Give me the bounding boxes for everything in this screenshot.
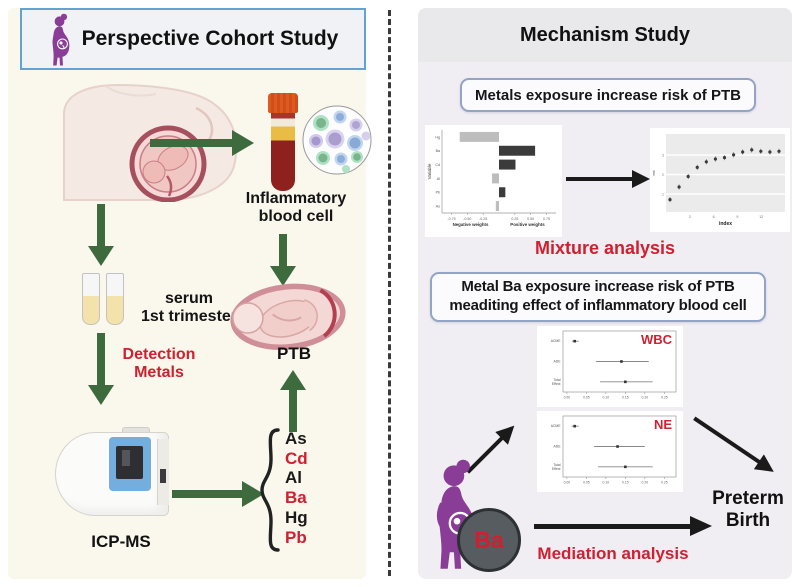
mixture-analysis-label: Mixture analysis <box>534 238 676 258</box>
arrow-metals-to-ptb-icon <box>280 370 306 432</box>
detection-metals-label: Detection Metals <box>122 346 196 382</box>
arrow-belly-to-serum-icon <box>88 204 114 266</box>
cohort-title: Perspective Cohort Study <box>81 27 339 50</box>
svg-text:Hg: Hg <box>435 135 440 139</box>
svg-text:Negative weights: Negative weights <box>453 222 489 227</box>
metal-item: Al <box>285 468 302 488</box>
arrow-serum-to-icpms-icon <box>88 333 114 405</box>
blood-tube-icon <box>268 93 298 194</box>
metal-item: Hg <box>285 507 308 527</box>
svg-text:0.00: 0.00 <box>564 481 571 485</box>
metal-item: Pb <box>285 527 307 547</box>
svg-text:0.25: 0.25 <box>661 396 668 400</box>
svg-text:Variable: Variable <box>427 163 432 179</box>
dose-response-chart: 1 2 3 3 6 9 12 index est <box>650 128 790 232</box>
svg-text:ADE: ADE <box>554 360 562 364</box>
svg-text:2: 2 <box>662 173 664 177</box>
svg-text:-0.75: -0.75 <box>447 217 455 221</box>
metal-item: As <box>285 429 307 448</box>
svg-text:Effect: Effect <box>552 382 561 386</box>
svg-text:NE: NE <box>654 417 672 432</box>
wqs-weights-chart: Hg Ba Cd Al Pb As -0.75 -0.50 -0.25 0.25 0.50 0.75 N… <box>425 125 562 237</box>
arrow-ba-to-mediators-icon <box>466 425 515 474</box>
svg-text:3: 3 <box>662 153 664 157</box>
svg-text:index: index <box>719 221 732 227</box>
inflammatory-blood-cell-label: Inflammatory blood cell <box>245 190 347 225</box>
svg-text:ACME: ACME <box>551 424 562 428</box>
svg-text:0.15: 0.15 <box>622 396 629 400</box>
arrow-belly-to-blood-icon <box>150 130 254 156</box>
svg-text:ACME: ACME <box>551 339 562 343</box>
forest-ne-chart: ACME ADE Total Effect 0.00 0.05 0.10 0.15 0.20 0.… <box>537 411 683 492</box>
svg-text:-0.50: -0.50 <box>463 217 471 221</box>
svg-text:0.05: 0.05 <box>583 396 590 400</box>
serum-tubes-icon <box>82 273 130 330</box>
svg-text:est: est <box>651 169 656 175</box>
arrow-ba-to-preterm-icon <box>534 516 712 536</box>
metals-risk-callout: Metals exposure increase risk of PTB <box>460 78 756 112</box>
blood-cells-icon <box>302 105 372 175</box>
svg-text:0.15: 0.15 <box>622 481 629 485</box>
svg-text:0.75: 0.75 <box>543 217 550 221</box>
svg-text:0.20: 0.20 <box>642 481 649 485</box>
svg-text:Positive weights: Positive weights <box>510 222 545 227</box>
svg-text:Total: Total <box>553 378 560 382</box>
svg-text:9: 9 <box>736 215 738 219</box>
mediation-analysis-label: Mediation analysis <box>537 544 689 563</box>
svg-text:0.10: 0.10 <box>603 481 610 485</box>
forest-plots-card: ACME ADE Total Effect 0.00 0.05 0.10 0.15 0.20 0.… <box>537 324 683 498</box>
pregnant-woman-icon <box>52 13 70 66</box>
arrow-icpms-to-metals-icon <box>172 481 264 507</box>
mechanism-header: Mechanism Study <box>418 8 792 62</box>
svg-text:Cd: Cd <box>435 163 440 167</box>
svg-text:6: 6 <box>713 215 715 219</box>
mediation-callout: Metal Ba exposure increase risk of PTB m… <box>430 272 766 322</box>
svg-text:Pb: Pb <box>436 191 440 195</box>
cohort-title-box: Perspective Cohort Study <box>20 8 366 70</box>
arrow-cells-to-ptb-icon <box>270 234 296 286</box>
metals-list: As Cd Al Ba Hg Pb <box>285 429 325 547</box>
forest-wbc-chart: ACME ADE Total Effect 0.00 0.05 0.10 0.15 0.20 0.… <box>537 326 683 407</box>
panel-divider <box>388 10 391 576</box>
pregnant-woman-ba-icon <box>436 459 475 569</box>
svg-text:0.10: 0.10 <box>603 396 610 400</box>
svg-text:Effect: Effect <box>552 467 561 471</box>
svg-text:0.50: 0.50 <box>527 217 534 221</box>
serum-label: serum 1st trimester <box>140 290 238 326</box>
svg-text:Ba: Ba <box>436 149 440 153</box>
ptb-label: PTB <box>277 344 311 363</box>
svg-text:0.20: 0.20 <box>642 396 649 400</box>
baby-ptb-icon <box>230 283 346 350</box>
svg-text:ADE: ADE <box>554 445 562 449</box>
svg-text:Total: Total <box>553 463 560 467</box>
svg-text:0.25: 0.25 <box>511 217 518 221</box>
svg-text:WBC: WBC <box>641 332 673 347</box>
arrow-bar-to-scatter-icon <box>566 170 650 188</box>
mechanism-title: Mechanism Study <box>519 23 691 46</box>
icp-ms-icon <box>55 427 172 520</box>
svg-text:3: 3 <box>689 215 691 219</box>
svg-text:Al: Al <box>437 177 440 181</box>
icp-ms-label: ICP-MS <box>91 532 151 551</box>
metal-item: Ba <box>285 488 307 508</box>
svg-text:-0.25: -0.25 <box>479 217 487 221</box>
svg-text:As: As <box>436 204 440 208</box>
svg-text:0.00: 0.00 <box>564 396 571 400</box>
ba-label: Ba <box>474 526 504 553</box>
preterm-birth-label: Preterm Birth <box>712 488 784 531</box>
mechanism-study-panel: Mechanism Study Metals exposure increase… <box>418 8 792 579</box>
metals-bracket-icon <box>260 428 280 552</box>
svg-text:0.25: 0.25 <box>661 481 668 485</box>
metal-item: Cd <box>285 448 308 468</box>
cohort-study-panel: Perspective Cohort Study <box>8 8 372 579</box>
svg-text:1: 1 <box>662 192 664 196</box>
svg-text:0.05: 0.05 <box>583 481 590 485</box>
arrow-mediators-to-preterm-icon <box>693 416 774 472</box>
svg-text:12: 12 <box>759 215 763 219</box>
ba-circle: Ba <box>457 508 521 572</box>
